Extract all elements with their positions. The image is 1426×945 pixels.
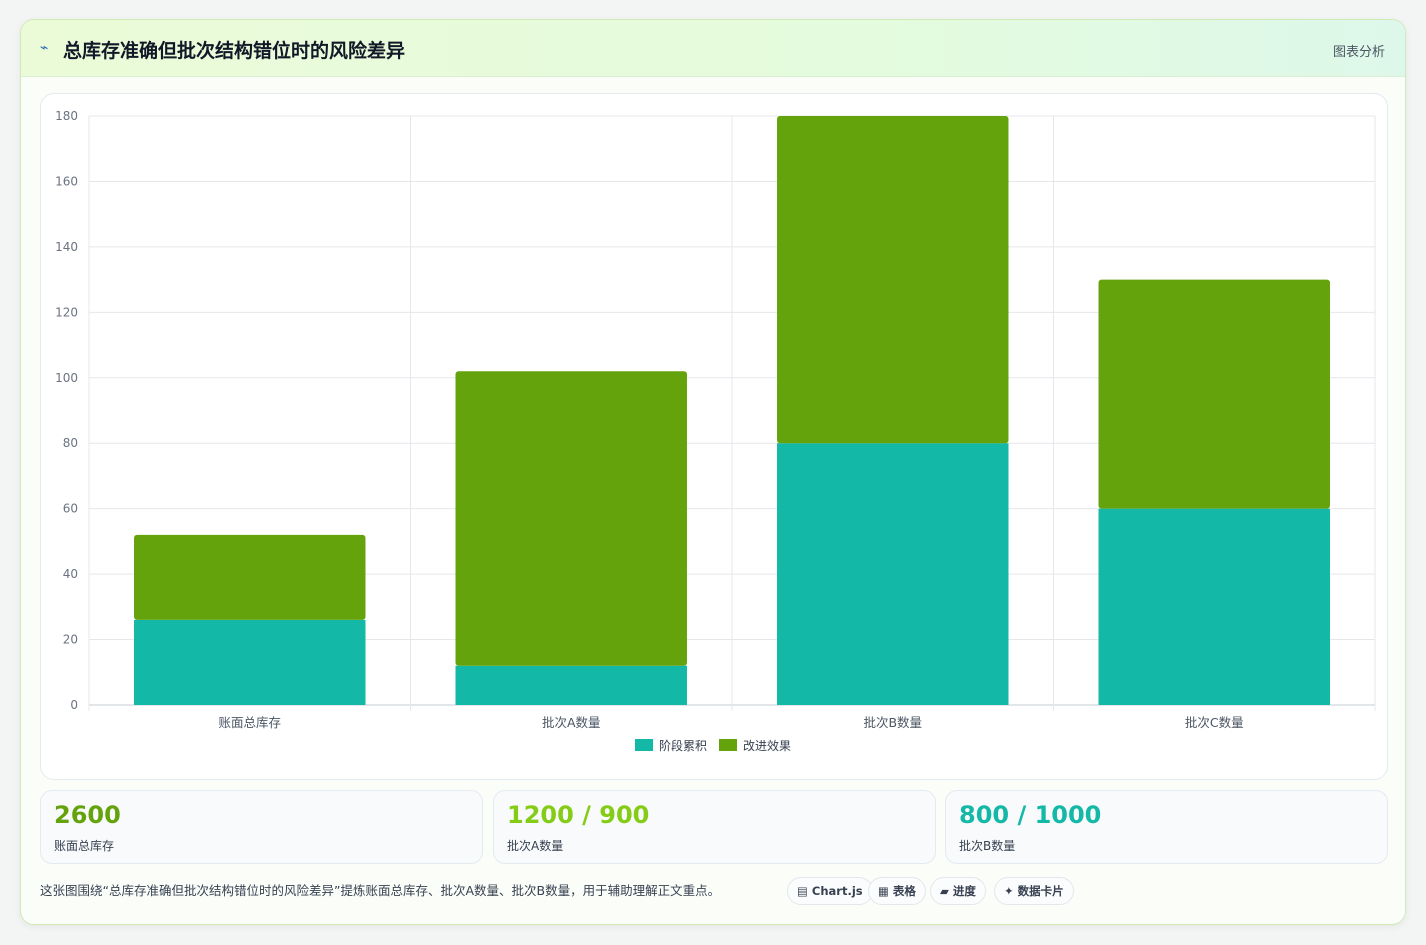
legend-swatch — [719, 739, 737, 751]
progress-icon: ▰ — [940, 884, 949, 898]
stat-value: 1200 / 900 — [507, 801, 650, 829]
chip-table[interactable]: ▦ 表格 — [868, 877, 926, 905]
bar-stage-cumulative — [134, 619, 366, 705]
y-tick-label: 20 — [63, 633, 78, 647]
legend-swatch — [635, 739, 653, 751]
chart-panel: 0 20 40 60 80 100 120 140 160 180 账面总库存 批次A数量 批次B数量 批… — [40, 93, 1388, 780]
y-tick-label: 160 — [55, 174, 78, 188]
chip-data-card[interactable]: ✦ 数据卡片 — [994, 877, 1074, 905]
chart-analysis-tag: 图表分析 — [1332, 45, 1385, 60]
x-tick-label: 批次B数量 — [863, 715, 922, 730]
stat-label: 批次A数量 — [507, 839, 564, 853]
chip-label: Chart.js — [811, 884, 863, 898]
bar-stage-cumulative — [455, 665, 687, 705]
y-tick-label: 60 — [63, 502, 78, 516]
chip-label: 数据卡片 — [1017, 884, 1064, 898]
stat-card-batch-b: 800 / 1000 批次B数量 — [945, 790, 1388, 864]
chip-progress[interactable]: ▰ 进度 — [930, 877, 986, 905]
page-title: 总库存准确但批次结构错位时的风险差异 — [63, 40, 406, 62]
table-icon: ▦ — [878, 884, 889, 898]
y-tick-label: 80 — [63, 436, 78, 450]
card-header: ⌁ 总库存准确但批次结构错位时的风险差异 图表分析 — [21, 20, 1405, 77]
bar-stage-cumulative — [1098, 508, 1330, 705]
chart-icon: ▤ — [797, 884, 808, 898]
bar-improvement — [1098, 279, 1330, 509]
y-tick-label: 180 — [55, 109, 78, 123]
bar-improvement — [455, 371, 687, 666]
legend-label: 改进效果 — [743, 738, 791, 753]
stat-label: 批次B数量 — [959, 839, 1016, 853]
stat-card-total: 2600 账面总库存 — [40, 790, 483, 864]
chart-description: 这张图围绕“总库存准确但批次结构错位时的风险差异”提炼账面总库存、批次A数量、批… — [40, 883, 721, 898]
y-tick-label: 100 — [55, 371, 78, 385]
bar-stage-cumulative — [777, 443, 1009, 705]
chip-chartjs[interactable]: ▤ Chart.js — [787, 877, 873, 905]
chip-label: 进度 — [952, 884, 976, 898]
sparkle-icon: ✦ — [1004, 884, 1014, 898]
stacked-bar-chart: 0 20 40 60 80 100 120 140 160 180 账面总库存 批次A数量 批次B数量 批… — [55, 109, 1376, 753]
y-tick-label: 40 — [63, 567, 78, 581]
stat-value: 800 / 1000 — [959, 801, 1102, 829]
chart-card: ⌁ 总库存准确但批次结构错位时的风险差异 图表分析 0 20 40 60 80 100 12… — [20, 19, 1406, 925]
legend-label: 阶段累积 — [659, 738, 707, 753]
x-tick-label: 批次C数量 — [1185, 715, 1244, 730]
y-tick-label: 120 — [55, 305, 78, 319]
x-tick-label: 账面总库存 — [218, 715, 281, 730]
lightning-icon: ⌁ — [40, 40, 49, 56]
x-tick-label: 批次A数量 — [542, 715, 601, 730]
y-tick-label: 0 — [70, 698, 78, 712]
bar-improvement — [777, 116, 1009, 444]
y-tick-label: 140 — [55, 240, 78, 254]
chip-label: 表格 — [892, 884, 916, 898]
stat-value: 2600 — [54, 801, 121, 829]
stat-cards: 2600 账面总库存 1200 / 900 批次A数量 800 / 1000 批… — [40, 790, 1388, 864]
bar-improvement — [134, 534, 366, 620]
stat-card-batch-a: 1200 / 900 批次A数量 — [493, 790, 936, 864]
stat-label: 账面总库存 — [54, 839, 115, 853]
